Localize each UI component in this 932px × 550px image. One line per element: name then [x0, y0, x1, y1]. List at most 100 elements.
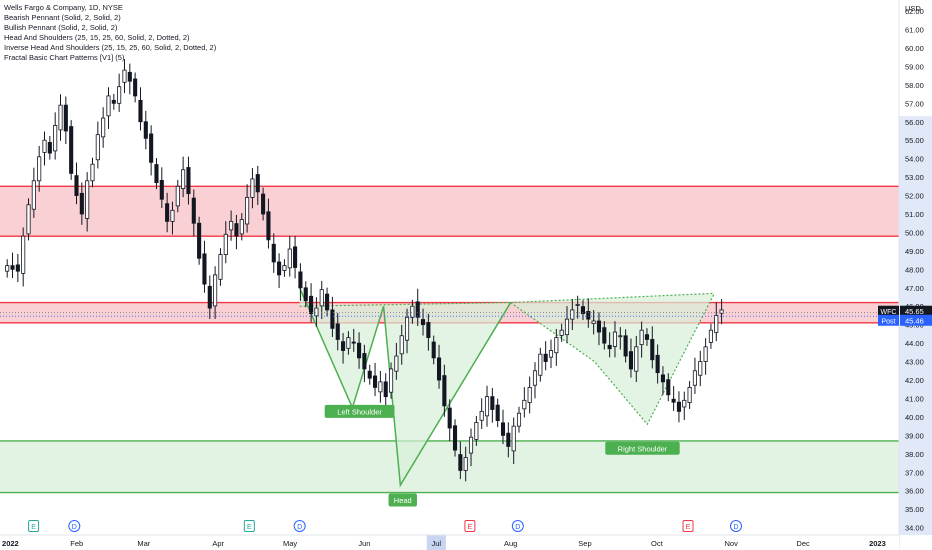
dividend-marker[interactable]: D	[293, 520, 306, 532]
candlestick[interactable]	[719, 299, 724, 325]
candlestick[interactable]	[255, 165, 260, 205]
candlestick[interactable]	[101, 107, 106, 148]
candlestick[interactable]	[197, 216, 202, 265]
candlestick[interactable]	[58, 94, 63, 141]
candlestick[interactable]	[15, 254, 20, 283]
candlestick[interactable]	[506, 422, 511, 458]
candlestick[interactable]	[31, 167, 36, 218]
candlestick[interactable]	[239, 213, 244, 241]
candlestick[interactable]	[175, 179, 180, 213]
candlestick[interactable]	[165, 192, 170, 233]
candlestick[interactable]	[37, 145, 42, 192]
legend-indicator-bullish-pennant[interactable]: Bullish Pennant (Solid, 2, Solid, 2)	[4, 23, 118, 32]
candlestick[interactable]	[191, 189, 196, 237]
candlestick[interactable]	[367, 364, 372, 385]
candlestick[interactable]	[26, 198, 31, 241]
candlestick[interactable]	[303, 281, 308, 308]
candlestick[interactable]	[250, 168, 255, 209]
candlestick[interactable]	[511, 417, 516, 464]
candlestick[interactable]	[468, 428, 474, 467]
candlestick[interactable]	[671, 386, 676, 411]
candlestick[interactable]	[186, 156, 191, 205]
candlestick[interactable]	[79, 182, 84, 225]
dividend-marker[interactable]: D	[729, 520, 742, 532]
candlestick[interactable]	[330, 296, 335, 338]
legend-indicator-bearish-pennant[interactable]: Bearish Pennant (Solid, 2, Solid, 2)	[4, 13, 121, 22]
candlestick[interactable]	[122, 59, 127, 94]
candlestick[interactable]	[181, 156, 186, 198]
candlestick[interactable]	[676, 391, 681, 423]
candlestick[interactable]	[149, 125, 154, 176]
candlestick[interactable]	[527, 376, 532, 414]
candlestick[interactable]	[698, 350, 703, 387]
candlestick[interactable]	[378, 370, 383, 403]
candlestick[interactable]	[213, 266, 218, 319]
candlestick[interactable]	[127, 63, 132, 95]
candlestick[interactable]	[442, 364, 447, 417]
candlestick[interactable]	[714, 302, 719, 342]
candlestick[interactable]	[516, 406, 522, 433]
candlestick[interactable]	[495, 398, 500, 428]
candlestick[interactable]	[474, 416, 479, 446]
candlestick[interactable]	[261, 187, 266, 221]
candlestick[interactable]	[607, 332, 612, 358]
candlestick[interactable]	[207, 275, 212, 319]
candlestick[interactable]	[85, 172, 90, 232]
candlestick[interactable]	[309, 283, 314, 323]
candlestick[interactable]	[218, 248, 223, 286]
candlestick[interactable]	[543, 341, 548, 371]
candlestick[interactable]	[682, 391, 687, 421]
candlestick[interactable]	[703, 338, 708, 375]
candlestick[interactable]	[245, 184, 250, 233]
candlestick[interactable]	[575, 295, 580, 319]
candlestick[interactable]	[287, 235, 292, 277]
candlestick[interactable]	[431, 335, 436, 365]
candlestick[interactable]	[346, 331, 351, 355]
candlestick[interactable]	[399, 324, 404, 365]
candlestick[interactable]	[314, 297, 319, 327]
candlestick[interactable]	[234, 214, 239, 250]
candlestick[interactable]	[708, 323, 713, 349]
candlestick[interactable]	[229, 210, 234, 241]
candlestick[interactable]	[623, 329, 628, 363]
candlestick[interactable]	[692, 357, 697, 394]
candlestick[interactable]	[666, 373, 671, 402]
candlestick[interactable]	[522, 387, 527, 418]
candlestick[interactable]	[266, 198, 271, 249]
candlestick[interactable]	[95, 121, 100, 169]
candlestick[interactable]	[426, 313, 431, 351]
candlestick[interactable]	[559, 323, 564, 342]
candlestick[interactable]	[618, 327, 623, 350]
candlestick[interactable]	[634, 335, 639, 383]
legend-indicator-inverse-head-and-shoulders[interactable]: Inverse Head And Shoulders (25, 15, 25, …	[4, 43, 217, 52]
candlestick[interactable]	[687, 380, 692, 409]
legend-indicator-fractal-patterns[interactable]: Fractal Basic Chart Patterns [V1] (5)	[4, 53, 125, 62]
candlestick[interactable]	[63, 96, 68, 145]
candlestick[interactable]	[138, 87, 143, 131]
candlestick[interactable]	[394, 342, 399, 380]
candlestick[interactable]	[644, 328, 650, 346]
candlestick[interactable]	[639, 321, 644, 358]
candlestick[interactable]	[602, 321, 607, 350]
candlestick[interactable]	[404, 308, 410, 354]
earnings-marker[interactable]: E	[682, 520, 694, 532]
candlestick[interactable]	[500, 409, 506, 445]
candlestick[interactable]	[117, 73, 122, 112]
candlestick[interactable]	[271, 233, 276, 273]
candlestick[interactable]	[415, 288, 420, 326]
candlestick[interactable]	[580, 300, 586, 321]
candlestick[interactable]	[447, 399, 452, 442]
candlestick[interactable]	[373, 362, 378, 397]
candlestick[interactable]	[570, 299, 575, 331]
candlestick[interactable]	[74, 162, 79, 205]
dividend-marker[interactable]: D	[511, 520, 524, 532]
candlestick[interactable]	[69, 120, 74, 180]
candlestick[interactable]	[420, 308, 426, 336]
candlestick[interactable]	[458, 441, 463, 480]
candlestick[interactable]	[325, 287, 330, 317]
candlestick[interactable]	[53, 112, 58, 160]
candlestick[interactable]	[452, 419, 458, 457]
candlestick[interactable]	[111, 93, 116, 110]
